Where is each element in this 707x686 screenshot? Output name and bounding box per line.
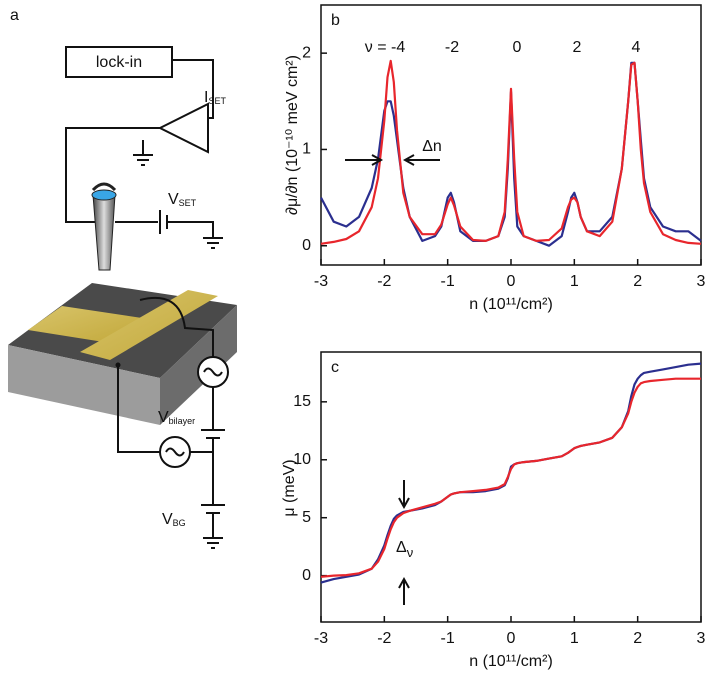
ac-symbol: [203, 367, 223, 377]
x-tick-label: 0: [507, 630, 516, 647]
x-axis-label: n (10¹¹/cm²): [469, 653, 553, 670]
i-set-label: ISET: [204, 89, 226, 106]
plot-frame: [320, 351, 702, 623]
battery: [201, 504, 225, 514]
x-tick-label: -2: [377, 273, 391, 290]
battery: [159, 210, 168, 234]
chart: b -3 -2 -1 0 1 2 3 0 1 2 n (10¹¹/cm²) ∂μ/∂n (10⁻¹⁰ m…: [284, 4, 706, 313]
ground: [203, 537, 223, 549]
ac-symbol: [165, 447, 185, 457]
v-set-label: VSET: [168, 191, 197, 208]
x-tick-label: -2: [377, 630, 391, 647]
y-tick-label: 5: [302, 509, 311, 526]
annotation: 2: [573, 39, 582, 56]
y-axis-label: μ (meV): [281, 459, 298, 516]
label-sub: BG: [173, 518, 186, 528]
sample-front: [8, 345, 160, 425]
y-axis-label: ∂μ/∂n (10⁻¹⁰ meV cm²): [284, 55, 301, 215]
lockin-label: lock-in: [96, 54, 142, 71]
annotation: 0: [513, 39, 522, 56]
label: V: [162, 511, 173, 528]
y-tick-label: 0: [302, 237, 311, 254]
y-tick-label: 0: [302, 567, 311, 584]
annotation: -2: [445, 39, 459, 56]
y-tick-label: 1: [302, 141, 311, 158]
x-tick-label: 2: [633, 273, 642, 290]
arrow: [398, 576, 410, 605]
panel-label: b: [331, 12, 340, 29]
x-tick-label: 3: [697, 630, 706, 647]
data-line: [320, 362, 702, 584]
label: V: [168, 191, 179, 208]
annotation: ν = -4: [365, 39, 406, 56]
annotation-main: Δ: [396, 539, 407, 556]
label-sub: bilayer: [169, 416, 196, 426]
annotation: Δn: [422, 138, 442, 155]
x-tick-label: 1: [570, 273, 579, 290]
x-tick-label: -3: [314, 630, 328, 647]
amplifier: [157, 102, 209, 154]
x-tick-label: 3: [697, 273, 706, 290]
wire: [167, 221, 214, 238]
arrow: [345, 154, 384, 166]
data-line: [320, 377, 701, 578]
tip-holder: [91, 182, 117, 192]
panel-label: c: [331, 359, 339, 376]
x-axis-label: n (10¹¹/cm²): [469, 296, 553, 313]
lockin-box: [65, 46, 173, 78]
electrode: [80, 290, 218, 360]
set-tip: [92, 194, 116, 271]
x-tick-label: 1: [570, 630, 579, 647]
chart: c -3 -2 -1 0 1 2 3 0 5 10 15 n (10¹¹/cm²) μ (meV) Δν: [281, 351, 706, 670]
y-tick-label: 2: [302, 44, 311, 61]
x-tick-label: -1: [441, 273, 455, 290]
contact: [115, 362, 121, 368]
data-line: [320, 59, 702, 245]
panel-label: a: [10, 7, 19, 24]
y-tick-label: 10: [293, 451, 311, 468]
label: I: [204, 89, 208, 106]
x-tick-label: 2: [633, 630, 642, 647]
arrow: [402, 154, 440, 166]
x-tick-label: 0: [507, 273, 516, 290]
wire: [117, 365, 160, 453]
tip-top: [91, 189, 117, 201]
v-bg-label: VBG: [162, 511, 186, 528]
annotation: Δν: [396, 539, 413, 560]
annotation: 4: [632, 39, 641, 56]
x-tick-label: -3: [314, 273, 328, 290]
label-sub: SET: [208, 96, 226, 106]
circuit-diagram: a lock-in ISET VSET Vbil: [8, 7, 237, 549]
ground: [133, 154, 153, 166]
sample-side: [160, 305, 237, 425]
annotation-sub: ν: [407, 545, 414, 560]
battery: [201, 429, 225, 439]
y-tick-label: 15: [293, 393, 311, 410]
v-bilayer-label: Vbilayer: [158, 409, 195, 426]
x-tick-label: -1: [441, 630, 455, 647]
wire: [139, 296, 214, 357]
label-sub: SET: [179, 198, 197, 208]
ground: [203, 237, 223, 249]
arrow: [398, 480, 410, 510]
wire: [65, 127, 160, 223]
label: V: [158, 409, 169, 426]
